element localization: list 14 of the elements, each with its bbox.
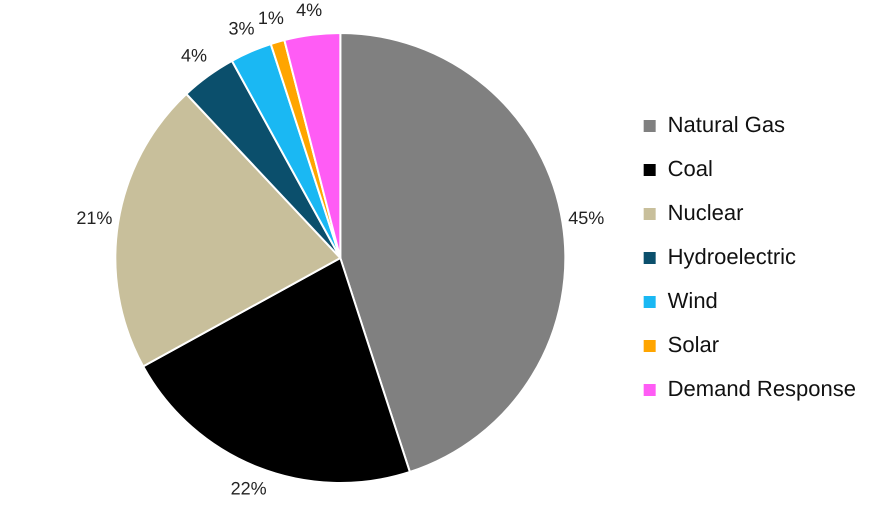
legend-label: Coal [668,156,713,182]
data-label: 3% [228,18,254,38]
legend-label: Demand Response [668,376,856,402]
legend-label: Wind [668,288,718,314]
data-label: 45% [568,208,604,228]
legend-label: Solar [668,332,720,358]
legend-label: Natural Gas [668,112,786,138]
data-label: 22% [230,478,267,498]
data-label: 4% [180,46,207,66]
legend-label: Hydroelectric [668,244,796,270]
legend-label: Nuclear [668,200,744,226]
data-label: 21% [76,208,112,228]
data-label: 1% [258,8,284,28]
data-label: 4% [296,0,322,20]
